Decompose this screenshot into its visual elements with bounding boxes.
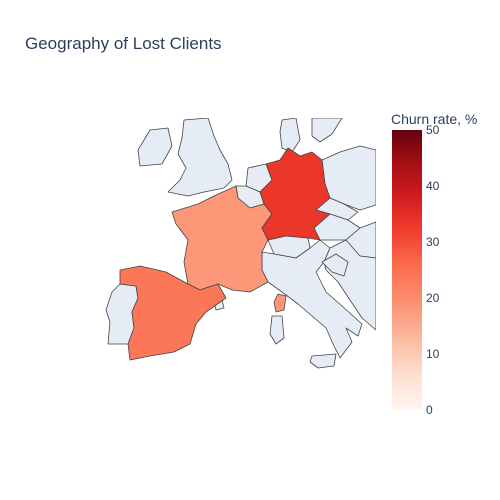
colorbar-tick-label: 50 [426,123,440,137]
colorbar-tick-label: 0 [426,403,433,417]
colorbar-tick-label: 30 [426,235,440,249]
map-land-great-britain [167,118,233,197]
region-france[interactable] [171,185,273,293]
chart-title: Geography of Lost Clients [25,34,222,53]
colorbar-title: Churn rate, % [391,111,478,127]
map-land-denmark [279,118,301,153]
map-land-sicily [309,353,337,369]
region-corsica[interactable] [273,293,287,313]
map-land-sardinia [269,315,285,345]
map-land-ireland [137,127,173,167]
region-spain[interactable] [119,265,227,361]
map-land-italy [261,239,363,359]
map-land-slovenia-croatia [321,253,349,277]
map-land-sweden [311,118,343,143]
colorbar-tick-label: 40 [426,179,440,193]
colorbar-tick-label: 10 [426,347,440,361]
colorbar-gradient [392,130,422,410]
region-germany[interactable] [259,147,331,241]
colorbar-tick-label: 20 [426,291,440,305]
